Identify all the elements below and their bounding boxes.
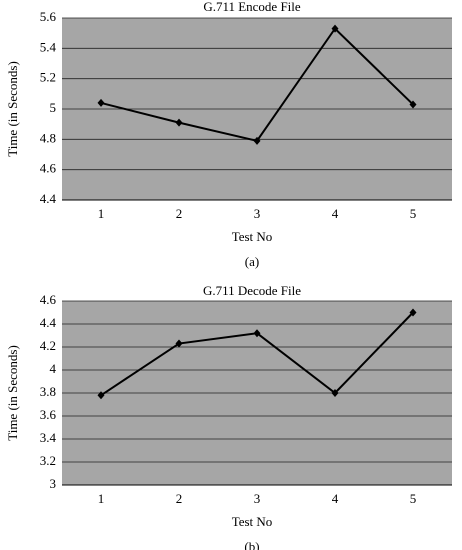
x-tick-label: 1: [98, 491, 105, 506]
x-tick-label: 5: [410, 491, 417, 506]
y-tick-label: 3.6: [40, 407, 57, 422]
y-tick-label: 3.4: [40, 430, 57, 445]
y-tick-label: 4.6: [40, 161, 57, 176]
chart-title: G.711 Decode File: [203, 283, 301, 298]
data-point: [97, 391, 105, 400]
y-tick-label: 4.4: [40, 315, 57, 330]
y-tick-label: 5.2: [40, 70, 56, 85]
data-point: [175, 339, 183, 348]
y-tick-label: 3: [50, 476, 57, 491]
y-tick-label: 4.4: [40, 191, 57, 206]
chart-title: G.711 Encode File: [203, 0, 301, 14]
caption: (a): [245, 254, 259, 269]
x-tick-label: 2: [176, 206, 183, 221]
data-point: [331, 389, 339, 397]
y-tick-label: 3.8: [40, 384, 56, 399]
x-tick-label: 4: [332, 491, 339, 506]
x-tick-label: 1: [98, 206, 105, 221]
y-axis-label: Time (in Seconds): [5, 345, 20, 441]
x-tick-label: 2: [176, 491, 183, 506]
data-point: [175, 118, 183, 127]
x-axis-label: Test No: [232, 514, 273, 529]
x-tick-label: 4: [332, 206, 339, 221]
y-tick-label: 5.4: [40, 39, 57, 54]
y-tick-label: 3.2: [40, 453, 56, 468]
y-axis-label: Time (in Seconds): [5, 61, 20, 157]
caption: (b): [244, 539, 259, 550]
y-tick-label: 4.2: [40, 338, 56, 353]
data-point: [253, 136, 261, 145]
y-tick-label: 4: [50, 361, 57, 376]
y-tick-label: 4.6: [40, 292, 57, 307]
data-point: [331, 24, 339, 33]
x-tick-label: 3: [254, 206, 261, 221]
y-tick-label: 5: [50, 100, 57, 115]
data-point: [97, 98, 105, 107]
data-point: [253, 329, 261, 338]
x-tick-label: 5: [410, 206, 417, 221]
data-point: [409, 308, 417, 317]
y-tick-label: 5.6: [40, 9, 57, 24]
x-axis-label: Test No: [232, 229, 273, 244]
data-point: [409, 100, 417, 109]
x-tick-label: 3: [254, 491, 261, 506]
y-tick-label: 4.8: [40, 130, 56, 145]
